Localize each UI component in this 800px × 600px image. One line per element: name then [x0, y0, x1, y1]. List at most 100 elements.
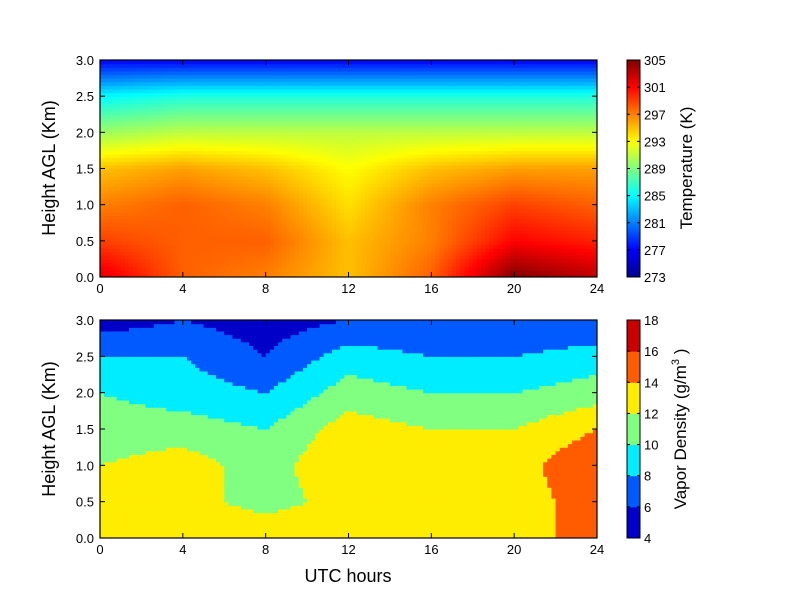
- temperature-cell: [145, 229, 151, 235]
- temperature-cell: [315, 190, 321, 195]
- temperature-cell: [104, 70, 109, 76]
- temperature-cell: [199, 204, 205, 209]
- temperature-cell: [100, 78, 105, 83]
- temperature-cell: [145, 168, 151, 173]
- temperature-cell: [174, 215, 180, 220]
- temperature-cell: [398, 70, 403, 76]
- temperature-cell: [327, 273, 333, 277]
- temperature-cell: [344, 204, 350, 209]
- temperature-cell: [418, 92, 424, 97]
- temperature-cell: [195, 190, 200, 195]
- temperature-cell: [157, 222, 163, 227]
- temperature-cell: [290, 273, 296, 277]
- temperature-cell: [356, 248, 362, 253]
- temperature-cell: [178, 74, 184, 79]
- temperature-cell: [149, 125, 155, 130]
- temperature-cell: [360, 107, 366, 112]
- temperature-cell: [244, 255, 250, 260]
- temperature-cell: [348, 262, 354, 267]
- temperature-cell: [331, 229, 337, 235]
- temperature-cell: [418, 233, 424, 238]
- temperature-cell: [435, 146, 441, 152]
- temperature-cell: [257, 125, 263, 130]
- temperature-cell: [389, 269, 395, 274]
- temperature-cell: [133, 219, 138, 224]
- temperature-cell: [265, 244, 271, 249]
- temperature-cell: [418, 211, 424, 217]
- temperature-cell: [211, 74, 217, 79]
- temperature-cell: [157, 107, 163, 112]
- temperature-cell: [124, 190, 130, 195]
- temperature-cell: [191, 60, 196, 65]
- temperature-cell: [402, 229, 408, 235]
- temperature-cell: [282, 190, 287, 195]
- temperature-cell: [311, 244, 316, 249]
- temperature-cell: [381, 70, 387, 76]
- temperature-cell: [236, 175, 242, 180]
- temperature-cell: [215, 161, 221, 166]
- temperature-cell: [427, 117, 432, 123]
- temperature-cell: [261, 182, 267, 188]
- temperature-cell: [149, 164, 155, 170]
- temperature-cell: [149, 266, 155, 271]
- temperature-cell: [215, 266, 221, 271]
- temperature-cell: [215, 190, 221, 195]
- temperature-cell: [211, 85, 217, 90]
- temperature-cell: [137, 63, 143, 68]
- temperature-cell: [439, 182, 445, 188]
- temperature-cell: [307, 201, 312, 206]
- temperature-cell: [344, 146, 350, 152]
- temperature-cell: [261, 266, 267, 271]
- temperature-cell: [224, 128, 229, 133]
- temperature-cell: [286, 114, 292, 119]
- temperature-cell: [294, 107, 300, 112]
- temperature-cell: [166, 164, 172, 170]
- temperature-cell: [302, 237, 308, 242]
- temperature-cell: [273, 182, 279, 188]
- temperature-cell: [336, 110, 341, 115]
- temperature-cell: [394, 154, 399, 159]
- temperature-cell: [228, 110, 234, 115]
- temperature-cell: [377, 92, 383, 97]
- temperature-cell: [439, 121, 445, 126]
- temperature-cell: [257, 96, 263, 101]
- temperature-cell: [340, 96, 345, 101]
- temperature-cell: [356, 204, 362, 209]
- temperature-cell: [128, 81, 134, 86]
- temperature-cell: [431, 74, 437, 79]
- temperature-cell: [427, 135, 432, 141]
- temperature-cell: [389, 248, 395, 253]
- temperature-cell: [394, 168, 399, 173]
- temperature-cell: [435, 143, 441, 148]
- temperature-cell: [286, 229, 292, 235]
- temperature-cell: [224, 150, 229, 155]
- temperature-cell: [211, 269, 217, 274]
- temperature-cell: [369, 132, 374, 137]
- temperature-cell: [182, 190, 188, 195]
- temperature-cell: [112, 179, 118, 184]
- temperature-cell: [153, 110, 159, 115]
- temperature-cell: [435, 201, 441, 206]
- temperature-cell: [282, 63, 287, 68]
- temperature-cell: [302, 125, 308, 130]
- temperature-cell: [269, 273, 275, 277]
- temperature-cell: [182, 121, 188, 126]
- temperature-cell: [327, 143, 333, 148]
- temperature-cell: [290, 74, 296, 79]
- temperature-cell: [137, 161, 143, 166]
- temperature-cell: [124, 135, 130, 141]
- temperature-cell: [182, 233, 188, 238]
- temperature-cell: [377, 110, 383, 115]
- temperature-cell: [369, 164, 374, 170]
- temperature-cell: [257, 150, 263, 155]
- temperature-cell: [352, 182, 358, 188]
- temperature-cell: [282, 161, 287, 166]
- temperature-cell: [137, 211, 143, 217]
- temperature-cell: [249, 128, 254, 133]
- temperature-cell: [435, 125, 441, 130]
- temperature-cell: [145, 258, 151, 264]
- temperature-cell: [157, 262, 163, 267]
- temperature-cell: [162, 266, 167, 271]
- temperature-cell: [286, 175, 292, 180]
- temperature-cell: [145, 179, 151, 184]
